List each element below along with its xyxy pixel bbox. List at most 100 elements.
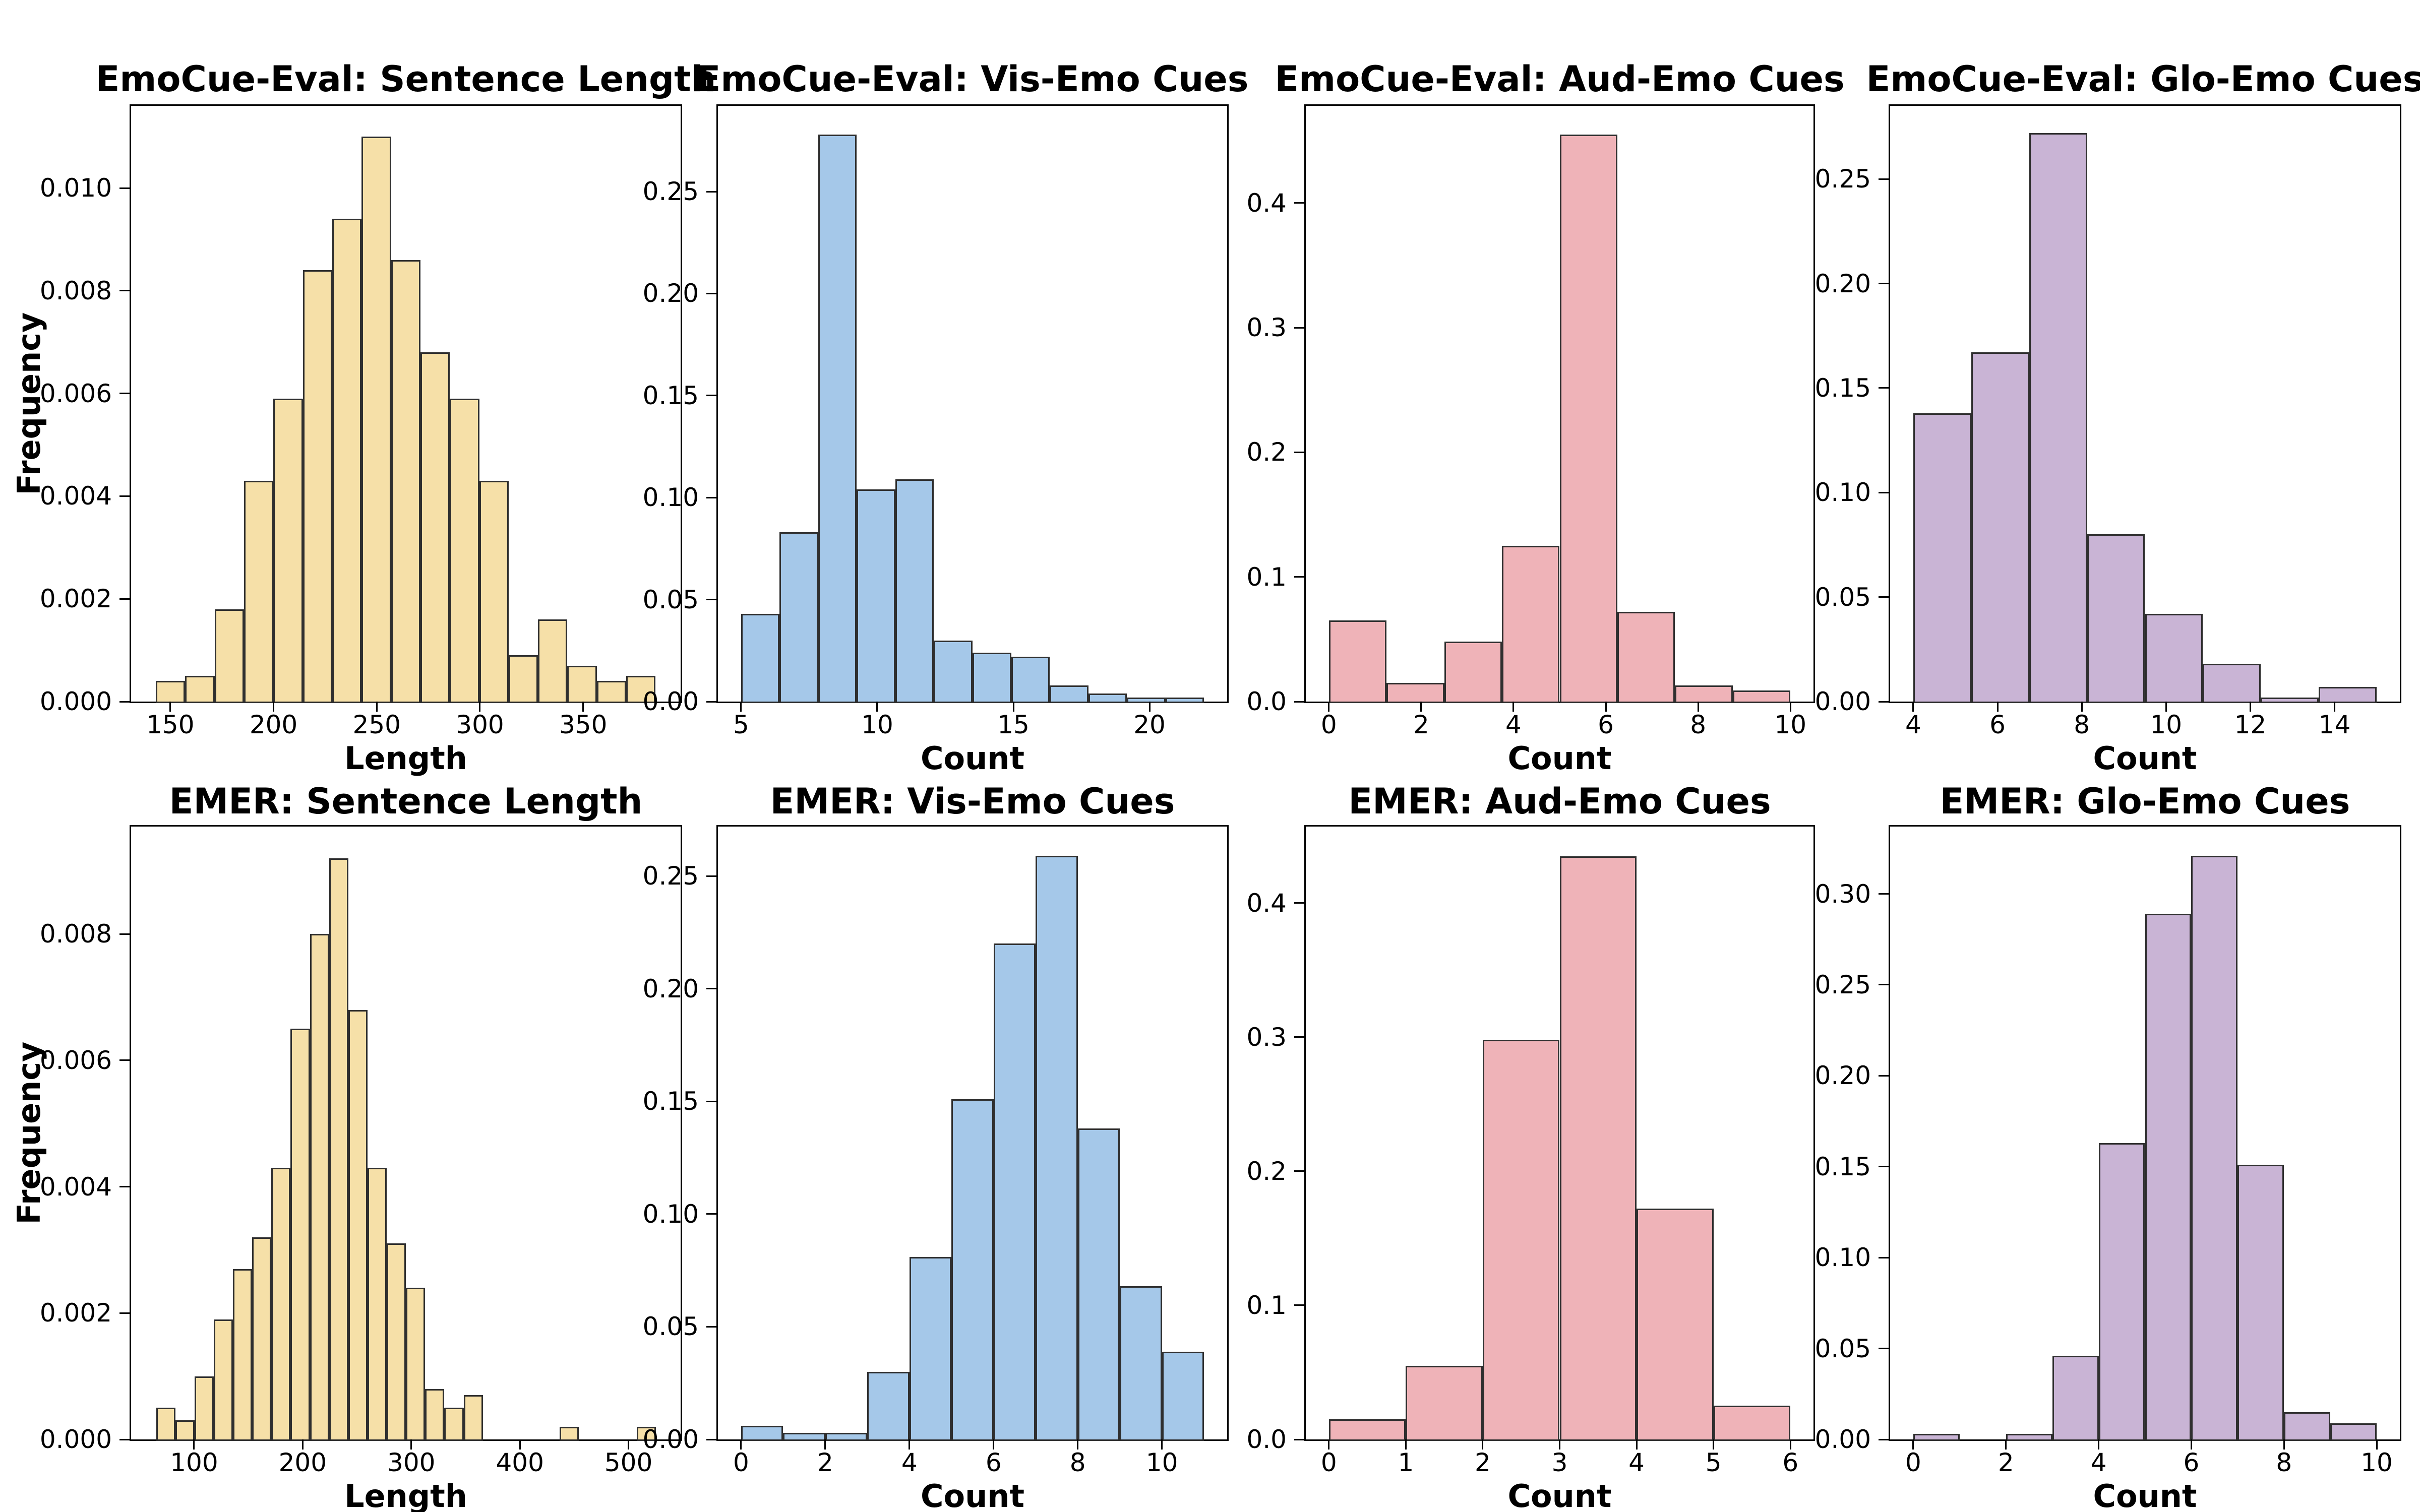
y-tick-mark <box>706 292 716 294</box>
y-tick-mark <box>1879 984 1889 986</box>
histogram-bar <box>1637 1209 1714 1441</box>
histogram-bar <box>857 489 895 703</box>
histogram-bar <box>1913 413 1971 703</box>
x-tick-mark <box>1148 702 1151 712</box>
plot-area <box>130 104 682 703</box>
chart-title: EMER: Glo-Emo Cues <box>1940 781 2350 822</box>
x-tick-label: 4 <box>901 1448 918 1477</box>
y-tick-label: 0.10 <box>1814 1243 1871 1273</box>
histogram-bar <box>934 640 973 703</box>
y-tick-label: 0.008 <box>39 919 112 949</box>
y-tick-label: 0.20 <box>1814 269 1871 298</box>
y-tick-label: 0.15 <box>642 381 699 410</box>
histogram-bar <box>636 1426 656 1441</box>
x-tick-mark <box>993 1439 995 1450</box>
histogram-bar <box>332 219 362 703</box>
y-tick-label: 0.30 <box>1814 879 1871 909</box>
y-axis-label: Frequency <box>11 312 47 495</box>
x-tick-mark <box>1405 1439 1407 1450</box>
y-tick-mark <box>1294 1036 1304 1038</box>
y-tick-mark <box>706 496 716 498</box>
y-tick-mark <box>1879 701 1889 703</box>
x-tick-mark <box>1789 1439 1791 1450</box>
y-tick-label: 0.20 <box>642 974 699 1003</box>
histogram-bar <box>271 1167 291 1441</box>
x-tick-mark <box>1912 702 1914 712</box>
histogram-bar <box>973 652 1011 703</box>
y-tick-label: 0.05 <box>642 585 699 614</box>
x-tick-mark <box>169 702 171 712</box>
x-tick-mark <box>1996 702 1999 712</box>
histogram-bar <box>1732 690 1791 703</box>
x-axis-label: Count <box>1507 740 1612 777</box>
y-tick-label: 0.25 <box>642 861 699 891</box>
x-tick-label: 100 <box>170 1448 218 1477</box>
histogram-bar <box>2330 1423 2377 1441</box>
plot-area <box>716 104 1229 703</box>
histogram-bar <box>1050 685 1088 703</box>
y-tick-label: 0.00 <box>1814 1425 1871 1454</box>
chart-title: EmoCue-Eval: Vis-Emo Cues <box>696 58 1249 100</box>
x-tick-label: 300 <box>456 710 504 739</box>
x-tick-mark <box>1559 1439 1560 1450</box>
histogram-bar <box>1617 611 1675 703</box>
x-tick-label: 300 <box>387 1448 436 1477</box>
histogram-bar <box>741 613 780 703</box>
histogram-bar <box>1127 697 1166 703</box>
y-tick-mark <box>1294 327 1304 329</box>
histogram-bar <box>233 1269 253 1441</box>
x-tick-mark <box>582 702 584 712</box>
x-tick-label: 4 <box>2090 1448 2107 1477</box>
histogram-bar <box>2319 686 2377 703</box>
y-tick-mark <box>1879 1438 1889 1440</box>
histogram-bar <box>175 1420 195 1441</box>
y-tick-label: 0.15 <box>1814 373 1871 403</box>
histogram-bar <box>1559 856 1637 1441</box>
chart-title: EMER: Sentence Length <box>169 781 643 822</box>
x-tick-mark <box>909 1439 911 1450</box>
y-tick-mark <box>119 933 130 935</box>
plot-area <box>1889 825 2401 1441</box>
x-tick-mark <box>1789 702 1791 712</box>
histogram-bar <box>479 480 509 703</box>
y-tick-label: 0.1 <box>1246 562 1287 592</box>
histogram-bar <box>2029 133 2087 703</box>
x-axis-label: Length <box>344 740 467 777</box>
x-tick-label: 6 <box>1782 1448 1799 1477</box>
y-tick-mark <box>706 1438 716 1440</box>
histogram-bar <box>290 1029 310 1441</box>
y-tick-mark <box>1879 1075 1889 1077</box>
histogram-bar <box>329 858 348 1441</box>
x-tick-label: 0 <box>1905 1448 1921 1477</box>
y-tick-mark <box>119 1186 130 1188</box>
x-tick-label: 1 <box>1398 1448 1414 1477</box>
x-tick-label: 4 <box>1505 710 1522 739</box>
x-tick-label: 0 <box>1320 1448 1337 1477</box>
y-tick-mark <box>706 599 716 601</box>
x-tick-mark <box>410 1439 412 1450</box>
y-tick-label: 0.20 <box>1814 1061 1871 1091</box>
x-tick-mark <box>1697 702 1699 712</box>
x-tick-mark <box>1012 702 1014 712</box>
y-tick-label: 0.00 <box>642 687 699 716</box>
histogram-bar <box>1162 1351 1204 1441</box>
histogram-bar <box>626 676 656 703</box>
x-tick-label: 6 <box>985 1448 1002 1477</box>
x-tick-mark <box>740 702 742 712</box>
y-tick-label: 0.4 <box>1246 888 1287 918</box>
plot-area <box>1304 104 1815 703</box>
histogram-bar <box>867 1371 910 1441</box>
x-tick-mark <box>2249 702 2251 712</box>
y-tick-mark <box>119 1312 130 1314</box>
y-tick-label: 0.004 <box>39 481 112 511</box>
x-axis-label: Length <box>344 1478 467 1512</box>
x-tick-label: 3 <box>1551 1448 1568 1477</box>
x-tick-mark <box>273 702 275 712</box>
histogram-bar <box>2098 1143 2145 1441</box>
y-tick-label: 0.20 <box>642 279 699 308</box>
histogram-bar <box>567 665 597 703</box>
histogram-bar <box>444 1408 464 1441</box>
x-axis-label: Count <box>920 1478 1025 1512</box>
